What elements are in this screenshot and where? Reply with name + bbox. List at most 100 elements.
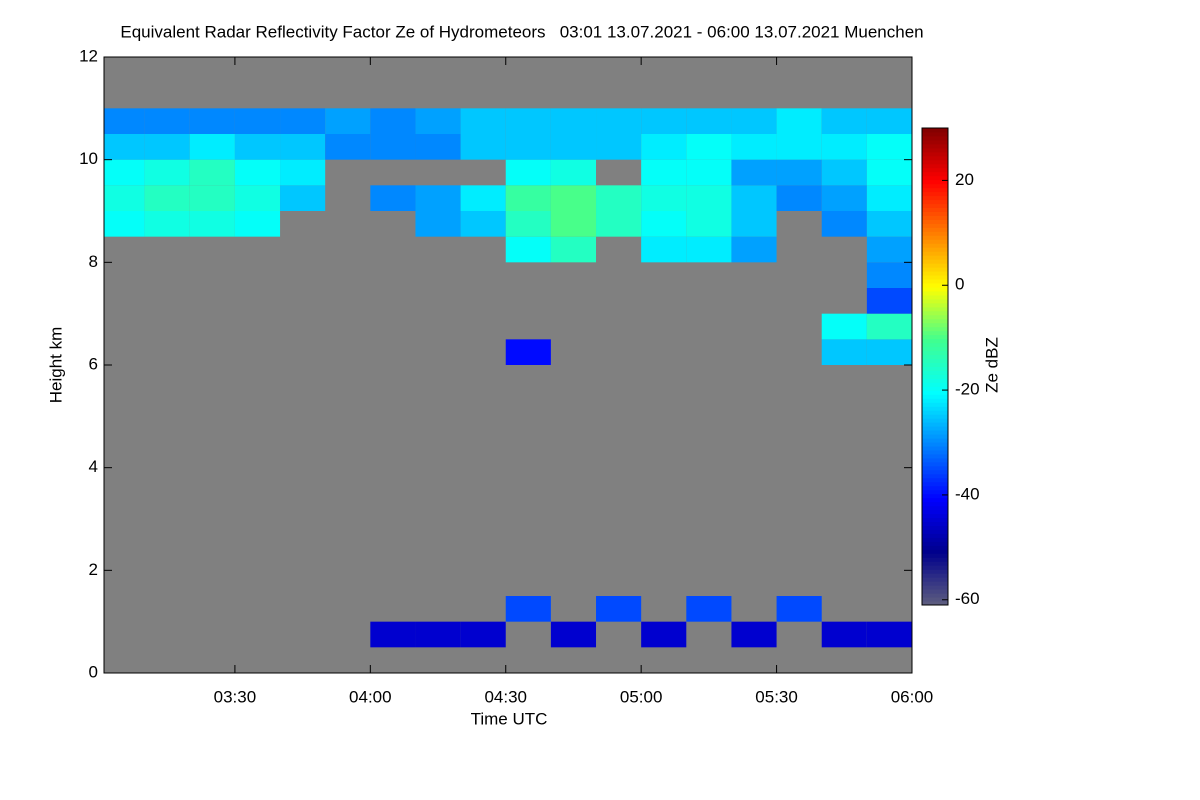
colorbar-tick-label: 20 [955,170,974,189]
heatmap-cell [280,185,326,211]
heatmap-cell [550,236,597,263]
heatmap-cell [596,185,642,211]
heatmap-cell [460,108,506,134]
colorbar-segment [922,171,948,177]
colorbar-segment [922,318,948,324]
heatmap-cell [189,134,235,160]
heatmap-cell [144,134,190,160]
colorbar-segment [922,159,948,165]
heatmap-cell [821,621,867,648]
heatmap-cell [280,134,326,160]
colorbar-segment [922,203,948,208]
colorbar-segment [922,346,948,352]
heatmap-cell [866,211,912,237]
colorbar-segment [922,362,948,367]
heatmap-cell [325,108,371,134]
colorbar-segment [922,513,948,519]
colorbar-segment [922,553,948,558]
colorbar-segment [922,406,948,411]
colorbar-segment [922,414,948,419]
colorbar-segment [922,342,948,348]
heatmap-cell [596,596,642,622]
heatmap-cell [731,159,777,186]
colorbar-segment [922,179,948,185]
heatmap-cell [234,185,281,211]
heatmap-cell [144,211,190,237]
heatmap-cell [234,108,281,134]
colorbar-label: Ze dBZ [982,337,1001,393]
colorbar-segment [922,366,948,371]
colorbar-segment [922,453,948,459]
colorbar-segment [922,557,948,562]
heatmap-cell [505,211,551,237]
heatmap-cell [505,236,551,263]
colorbar-segment [922,255,948,260]
colorbar-segment [922,175,948,181]
colorbar-segment [922,187,948,193]
colorbar-segment [922,521,948,526]
heatmap-cell [776,108,822,134]
colorbar-segment [922,219,948,224]
colorbar-segment [922,231,948,236]
heatmap-cell [686,236,732,263]
colorbar-segment [922,402,948,407]
colorbar-segment [922,287,948,292]
heatmap-cell [686,211,732,237]
colorbar-segment [922,183,948,189]
x-tick-label: 03:30 [214,687,257,706]
heatmap-cell [776,134,822,160]
colorbar-segment [922,577,948,582]
heatmap-cell [686,159,732,186]
heatmap-cell [104,108,145,134]
colorbar-segment [922,394,948,399]
colorbar-segment [922,267,948,272]
y-tick-label: 0 [89,662,98,681]
heatmap-cell [821,108,867,134]
heatmap-cell [505,134,551,160]
colorbar-segment [922,211,948,216]
colorbar-segment [922,545,948,550]
x-tick-label: 05:30 [755,687,798,706]
heatmap-cell [641,159,687,186]
heatmap-cell [370,134,416,160]
colorbar-segment [922,438,948,443]
colorbar-segment [922,247,948,252]
colorbar-segment [922,481,948,487]
colorbar-segment [922,489,948,495]
colorbar-segment [922,155,948,161]
colorbar-segment [922,549,948,554]
colorbar-segment [922,457,948,463]
heatmap-cell [415,621,461,648]
colorbar-segment [922,147,948,153]
heatmap-cell [596,108,642,134]
heatmap-cell [821,339,867,365]
heatmap-cell [415,108,461,134]
heatmap-cell [776,185,822,211]
colorbar-segment [922,509,948,515]
colorbar-segment [922,322,948,328]
colorbar-segment [922,485,948,491]
colorbar-segment [922,330,948,336]
heatmap-cell [460,185,506,211]
colorbar-segment [922,290,948,296]
colorbar-segment [922,469,948,475]
x-tick-label: 04:00 [349,687,392,706]
heatmap-cell [596,211,642,237]
y-tick-label: 4 [89,457,98,476]
x-tick-label: 04:30 [484,687,527,706]
heatmap-cell [866,134,912,160]
colorbar-segment [922,263,948,268]
colorbar-segment [922,294,948,300]
heatmap-cell [144,108,190,134]
colorbar-segment [922,279,948,284]
heatmap-cell [866,621,912,648]
colorbar-segment [922,410,948,415]
heatmap-cell [280,108,326,134]
colorbar-segment [922,585,948,590]
heatmap-cell [866,262,912,288]
heatmap-cell [370,621,416,648]
colorbar-segment [922,501,948,507]
colorbar-segment [922,382,948,387]
colorbar-segment [922,422,948,427]
heatmap-cells [104,108,912,648]
